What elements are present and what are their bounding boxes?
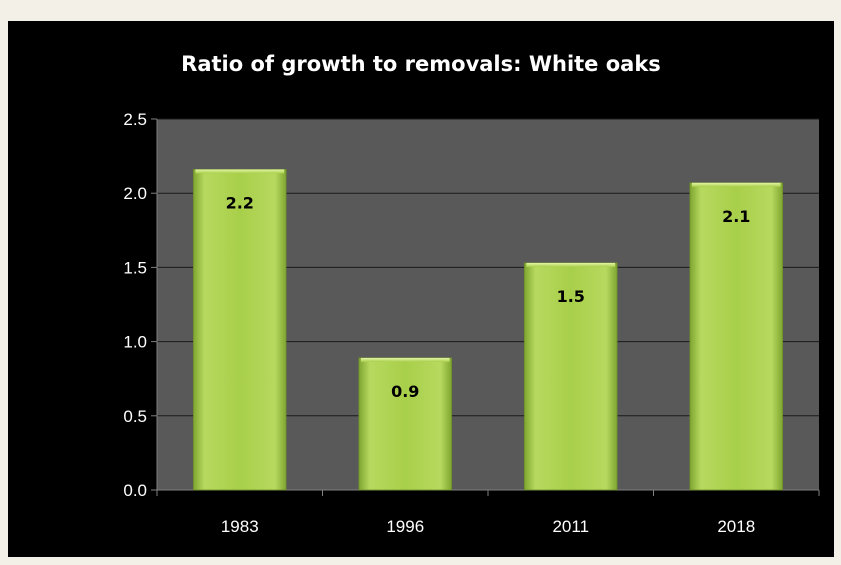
x-tick-label: 2011	[552, 517, 589, 536]
bar-highlight	[195, 169, 285, 174]
data-label: 2.1	[722, 207, 750, 226]
y-tick-label: 2.5	[123, 110, 147, 129]
bar	[524, 262, 618, 491]
chart-title: Ratio of growth to removals: White oaks	[181, 52, 661, 76]
y-tick-label: 0.5	[123, 407, 147, 426]
bar	[358, 357, 452, 491]
x-tick-label: 1996	[386, 517, 424, 536]
data-label: 0.9	[391, 382, 419, 401]
bar-highlight	[360, 357, 450, 362]
y-tick-label: 2.0	[123, 184, 147, 203]
bar	[689, 182, 783, 491]
bar	[193, 169, 287, 491]
x-tick-label: 1983	[221, 517, 259, 536]
bar-highlight	[526, 262, 616, 267]
data-label: 2.2	[226, 193, 254, 212]
y-tick-label: 0.0	[123, 481, 147, 500]
y-tick-label: 1.0	[123, 333, 147, 352]
data-label: 1.5	[557, 287, 585, 306]
bar-highlight	[691, 182, 781, 187]
chart-frame: Ratio of growth to removals: White oaks …	[8, 21, 834, 557]
bar-chart: Ratio of growth to removals: White oaks …	[123, 52, 820, 536]
y-tick-label: 1.5	[123, 258, 147, 277]
plot-area: 0.0 0.5 1.0 1.5 2.0 2.5 2.2 1983 0.9 1996 1.5 2011 2…	[123, 110, 820, 536]
x-tick-label: 2018	[717, 517, 755, 536]
